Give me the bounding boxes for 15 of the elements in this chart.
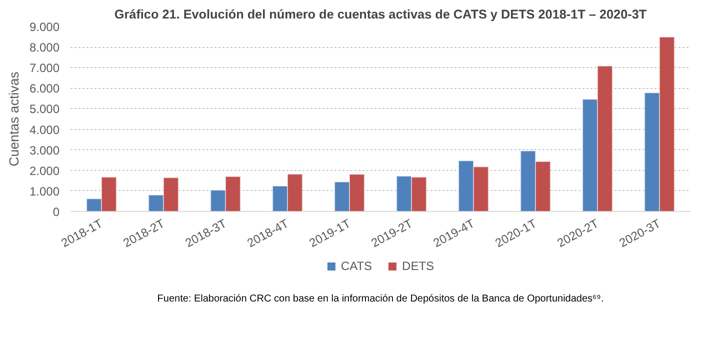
y-tick-label: 8.000 (29, 40, 60, 55)
chart-title: Gráfico 21. Evolución del número de cuentas activas de CATS y DETS 2018-1T – 2020-3T (114, 8, 647, 22)
legend-label: CATS (340, 259, 372, 273)
source-note: Fuente: Elaboración CRC con base en la información de Depósitos de la Banca de Oportunidades⁶⁹. (157, 293, 604, 304)
legend-label: DETS (402, 259, 434, 273)
y-tick-label: 7.000 (29, 61, 60, 76)
y-tick-label: 5.000 (29, 102, 60, 116)
y-tick-label: 4.000 (29, 122, 60, 137)
y-tick-label: 2.000 (29, 164, 60, 178)
y-tick-label: 1.000 (29, 184, 60, 198)
y-tick-label: 9.000 (29, 20, 60, 34)
y-tick-label: 6.000 (29, 82, 60, 96)
y-tick-label: 0 (52, 205, 60, 219)
y-tick-label: 3.000 (29, 143, 60, 158)
y-axis-title: Cuentas activas (6, 71, 22, 166)
